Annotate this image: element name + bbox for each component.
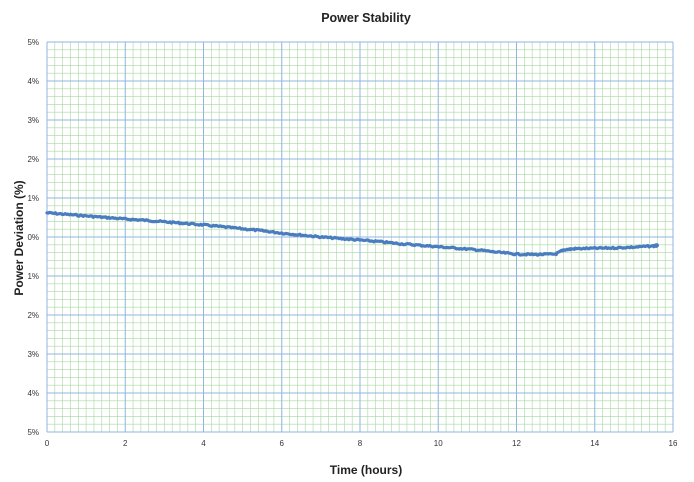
major-gridlines [46,41,674,433]
y-tick-label: 4% [27,77,39,86]
y-tick-label: 0% [27,233,39,242]
series-line [45,210,660,257]
y-tick-label: 4% [27,389,39,398]
y-axis-ticks: 5% 4% 3% 2% 1% 0% 1% 2% 3% 4% 5% [27,38,39,437]
y-tick-label: 1% [27,272,39,281]
y-tick-label: 5% [27,38,39,47]
y-tick-label: 5% [27,428,39,437]
x-tick-label: 4 [201,439,206,448]
chart-title: Power Stability [321,11,411,25]
x-tick-label: 6 [280,439,285,448]
y-tick-label: 2% [27,311,39,320]
x-tick-label: 10 [434,439,443,448]
x-tick-label: 16 [669,439,678,448]
series-layer [45,210,660,257]
x-axis-label: Time (hours) [330,463,402,477]
x-axis-ticks: 0 2 4 6 8 10 12 14 16 [45,439,678,448]
y-tick-label: 3% [27,350,39,359]
x-tick-label: 14 [590,439,599,448]
x-tick-label: 8 [358,439,363,448]
y-axis-label: Power Deviation (%) [12,180,26,295]
y-tick-label: 3% [27,116,39,125]
x-tick-label: 0 [45,439,50,448]
x-tick-label: 2 [123,439,128,448]
y-tick-label: 2% [27,155,39,164]
y-tick-label: 1% [27,194,39,203]
x-tick-label: 12 [512,439,521,448]
